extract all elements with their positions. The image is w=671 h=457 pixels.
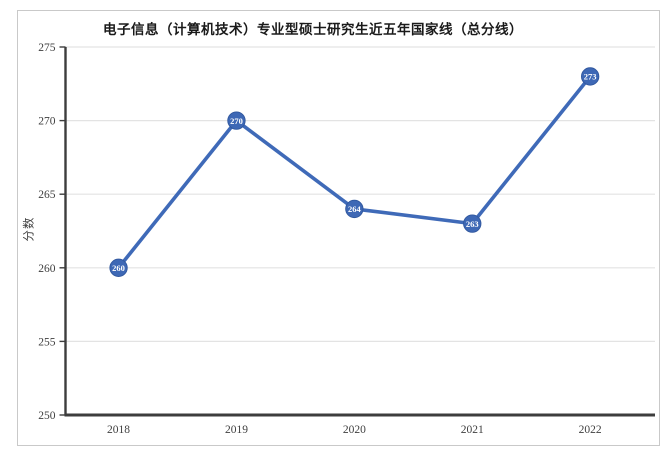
data-point-label: 273 xyxy=(584,72,597,82)
x-tick-label: 2018 xyxy=(107,424,130,436)
y-tick-label: 265 xyxy=(38,189,56,201)
data-point-marker xyxy=(463,214,482,233)
data-point-marker xyxy=(345,199,364,219)
data-point-label: 270 xyxy=(230,116,243,126)
x-tick-label: 2019 xyxy=(225,424,248,436)
series-line xyxy=(116,74,592,270)
x-tick-label: 2021 xyxy=(461,424,484,436)
data-point-marker xyxy=(227,111,246,130)
y-tick-label: 275 xyxy=(38,42,56,54)
data-point-label: 263 xyxy=(466,219,479,229)
data-point-marker xyxy=(581,67,600,86)
y-tick-label: 250 xyxy=(38,410,56,422)
y-tick-label: 270 xyxy=(38,116,56,128)
x-tick-label: 2022 xyxy=(579,424,602,436)
chart-title: 电子信息（计算机技术）专业型硕士研究生近五年国家线（总分线） xyxy=(103,22,523,37)
y-tick-label: 260 xyxy=(38,263,56,275)
data-point-label: 264 xyxy=(348,204,362,214)
chart-frame xyxy=(17,10,660,446)
y-tick-label: 255 xyxy=(38,336,56,348)
data-point-marker xyxy=(109,258,128,277)
x-tick-label: 2020 xyxy=(343,424,366,436)
data-point-label: 260 xyxy=(112,263,125,273)
